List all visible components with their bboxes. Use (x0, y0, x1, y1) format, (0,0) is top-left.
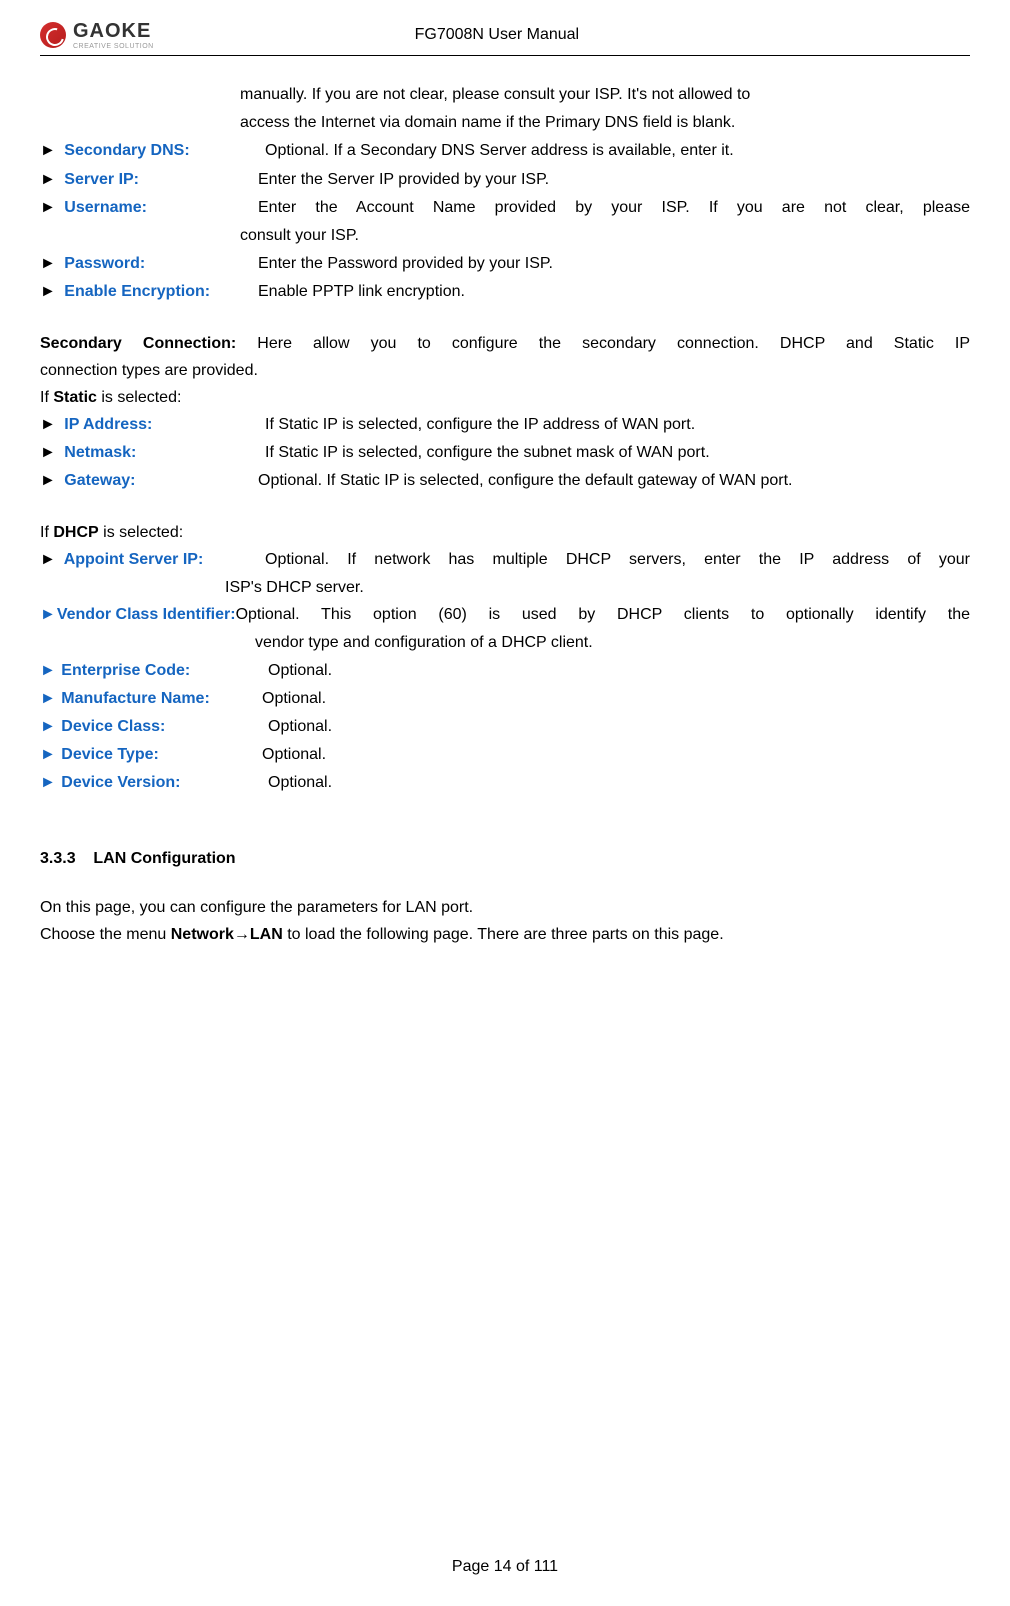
netmask-value: If Static IP is selected, configure the … (265, 439, 970, 466)
param-appoint-server-ip: ► Appoint Server IP: Optional. If networ… (40, 546, 970, 573)
manufacture-name-label: Manufacture Name: (61, 690, 209, 707)
primary-dns-continuation-2: access the Internet via domain name if t… (40, 109, 970, 136)
secondary-dns-value: Optional. If a Secondary DNS Server addr… (265, 137, 970, 164)
lan-para-2: Choose the menu Network→LAN to load the … (40, 921, 970, 948)
param-netmask: ► Netmask: If Static IP is selected, con… (40, 439, 970, 466)
param-gateway: ► Gateway: Optional. If Static IP is sel… (40, 467, 970, 494)
section-title: LAN Configuration (93, 850, 235, 867)
page-content: manually. If you are not clear, please c… (40, 81, 970, 1538)
device-version-label: Device Version: (61, 774, 180, 791)
device-class-label: Device Class: (61, 718, 165, 735)
username-value: Enter the Account Name provided by your … (258, 194, 970, 221)
param-username: ► Username: Enter the Account Name provi… (40, 194, 970, 221)
section-number: 3.3.3 (40, 850, 76, 867)
param-device-class: ► Device Class: Optional. (40, 713, 970, 740)
server-ip-label: Server IP: (64, 171, 139, 188)
param-manufacture-name: ► Manufacture Name: Optional. (40, 685, 970, 712)
netmask-label: Netmask: (64, 444, 136, 461)
document-title: FG7008N User Manual (24, 26, 970, 44)
enterprise-code-label: Enterprise Code: (61, 662, 190, 679)
device-type-label: Device Type: (61, 746, 159, 763)
device-type-value: Optional. (262, 741, 970, 768)
logo-tagline: CREATIVE SOLUTION (73, 43, 154, 50)
vendor-class-identifier-value: Optional. This option (60) is used by DH… (236, 601, 970, 628)
username-continuation: consult your ISP. (40, 222, 970, 249)
page-footer: Page 14 of 111 (40, 1538, 970, 1576)
vendor-class-identifier-continuation: vendor type and configuration of a DHCP … (40, 629, 970, 656)
logo-icon (40, 22, 66, 48)
dhcp-selected-text: If DHCP is selected: (40, 519, 970, 546)
gateway-label: Gateway: (64, 472, 135, 489)
param-ip-address: ► IP Address: If Static IP is selected, … (40, 411, 970, 438)
param-password: ► Password: Enter the Password provided … (40, 250, 970, 277)
param-server-ip: ► Server IP: Enter the Server IP provide… (40, 166, 970, 193)
param-vendor-class-identifier: ►Vendor Class Identifier: Optional. This… (40, 601, 970, 628)
section-heading-lan-config: 3.3.3 LAN Configuration (40, 845, 970, 872)
device-class-value: Optional. (268, 713, 970, 740)
page-number: Page 14 of 111 (452, 1558, 558, 1575)
appoint-server-ip-continuation: ISP's DHCP server. (40, 574, 970, 601)
param-secondary-dns: ► Secondary DNS: Optional. If a Secondar… (40, 137, 970, 164)
gateway-value: Optional. If Static IP is selected, conf… (258, 467, 970, 494)
secondary-connection-intro-2: connection types are provided. (40, 357, 970, 384)
lan-para-1: On this page, you can configure the para… (40, 894, 970, 921)
enable-encryption-value: Enable PPTP link encryption. (258, 278, 970, 305)
param-enable-encryption: ► Enable Encryption: Enable PPTP link en… (40, 278, 970, 305)
primary-dns-continuation-1: manually. If you are not clear, please c… (40, 81, 970, 108)
vendor-class-identifier-label: Vendor Class Identifier: (57, 606, 236, 623)
param-enterprise-code: ► Enterprise Code: Optional. (40, 657, 970, 684)
password-value: Enter the Password provided by your ISP. (258, 250, 970, 277)
device-version-value: Optional. (268, 769, 970, 796)
manufacture-name-value: Optional. (262, 685, 970, 712)
secondary-dns-label: Secondary DNS: (64, 142, 189, 159)
enterprise-code-value: Optional. (268, 657, 970, 684)
server-ip-value: Enter the Server IP provided by your ISP… (258, 166, 970, 193)
static-selected-text: If Static is selected: (40, 384, 970, 411)
password-label: Password: (64, 255, 145, 272)
ip-address-value: If Static IP is selected, configure the … (265, 411, 970, 438)
secondary-connection-heading: Secondary Connection: (40, 335, 236, 352)
username-label: Username: (64, 199, 147, 216)
appoint-server-ip-value: Optional. If network has multiple DHCP s… (265, 546, 970, 573)
param-device-version: ► Device Version: Optional. (40, 769, 970, 796)
ip-address-label: IP Address: (64, 416, 152, 433)
appoint-server-ip-label: Appoint Server IP: (64, 551, 204, 568)
secondary-connection-intro-1: Secondary Connection: Here allow you to … (40, 330, 970, 357)
page-header: GAOKE CREATIVE SOLUTION FG7008N User Man… (40, 20, 970, 56)
param-device-type: ► Device Type: Optional. (40, 741, 970, 768)
enable-encryption-label: Enable Encryption: (64, 283, 210, 300)
